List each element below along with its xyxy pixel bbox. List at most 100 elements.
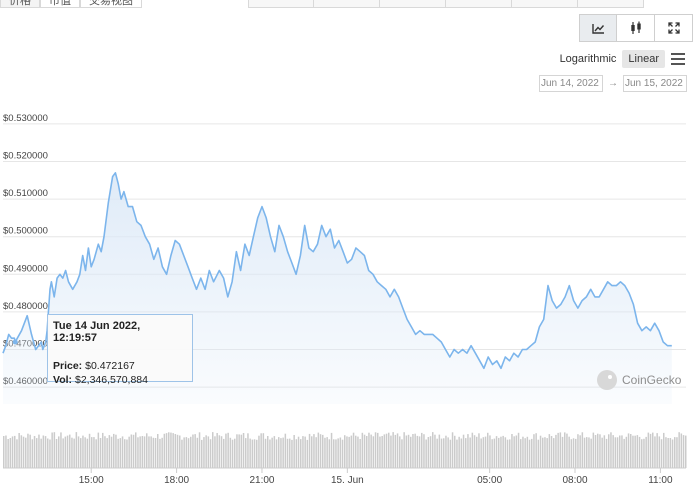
volume-bar — [361, 432, 364, 468]
volume-bar — [524, 438, 526, 468]
tab-trading-view[interactable]: 交易视图 — [80, 0, 142, 8]
volume-bar — [247, 433, 249, 468]
volume-bar — [106, 438, 108, 468]
start-date-input[interactable] — [539, 75, 603, 92]
tab-price[interactable]: 价格 — [0, 0, 40, 8]
line-chart-button[interactable] — [579, 14, 617, 42]
hamburger-menu-icon[interactable] — [671, 53, 685, 65]
volume-bar — [643, 438, 645, 468]
volume-bar — [31, 439, 34, 468]
volume-bar — [557, 432, 559, 468]
volume-bar — [641, 439, 643, 468]
volume-bar — [476, 436, 478, 468]
volume-bar — [610, 432, 612, 468]
tab-market-cap[interactable]: 市值 — [40, 0, 80, 8]
volume-bar — [412, 434, 414, 468]
volume-bar — [280, 438, 282, 468]
volume-bar — [590, 438, 592, 468]
volume-bar — [187, 438, 190, 468]
range-tab[interactable] — [248, 0, 314, 8]
volume-bar — [588, 437, 590, 468]
x-tick-label: 08:00 — [562, 475, 587, 486]
volume-bar — [381, 436, 383, 468]
logarithmic-scale-button[interactable]: Logarithmic — [559, 53, 617, 65]
volume-bar — [550, 436, 553, 468]
volume-bar — [443, 438, 445, 468]
candlestick-icon — [630, 21, 641, 34]
volume-bar — [289, 438, 291, 468]
volume-bar — [115, 434, 117, 468]
volume-bar — [660, 439, 663, 468]
volume-bar — [636, 435, 639, 468]
volume-bar — [682, 435, 685, 468]
date-range-arrow: → — [608, 78, 618, 89]
volume-bar — [135, 432, 137, 468]
volume-bar — [128, 436, 130, 468]
volume-bar — [583, 437, 586, 468]
volume-bar — [201, 439, 203, 468]
volume-bar — [368, 432, 370, 468]
volume-bar — [482, 437, 485, 468]
linear-scale-button[interactable]: Linear — [622, 50, 665, 68]
volume-bar — [324, 437, 326, 468]
range-tab[interactable] — [380, 0, 446, 8]
volume-bar — [315, 437, 317, 468]
tooltip-volume: Vol: $2,346,570,884 — [53, 374, 187, 386]
volume-bar — [14, 435, 16, 468]
volume-bar — [141, 436, 144, 468]
volume-bar — [491, 439, 493, 468]
range-tab[interactable] — [446, 0, 512, 8]
volume-bar — [515, 435, 518, 468]
volume-bar — [634, 435, 636, 468]
volume-bar — [667, 438, 669, 468]
x-tick-label: 18:00 — [164, 475, 189, 486]
volume-bar — [570, 439, 573, 468]
volume-bar — [597, 433, 599, 468]
volume-bar — [271, 437, 273, 468]
volume-bar — [251, 439, 254, 468]
volume-bar — [245, 438, 247, 468]
volume-bar — [405, 435, 408, 468]
volume-bar — [130, 434, 133, 468]
volume-bar — [183, 437, 185, 468]
volume-bar — [469, 437, 471, 468]
volume-bar — [674, 437, 676, 468]
volume-bar — [119, 438, 122, 468]
volume-bar — [654, 436, 656, 468]
volume-bar — [460, 438, 463, 468]
y-tick-label: $0.500000 — [3, 226, 48, 237]
fullscreen-button[interactable] — [655, 14, 693, 42]
volume-bar — [495, 436, 498, 468]
volume-bar — [346, 436, 348, 468]
volume-bar — [71, 437, 73, 468]
end-date-input[interactable] — [623, 75, 687, 92]
range-tab[interactable] — [578, 0, 644, 8]
volume-bar — [619, 435, 621, 468]
volume-bar — [300, 439, 302, 468]
volume-bar — [478, 433, 480, 468]
volume-bar — [352, 432, 355, 468]
volume-bar — [652, 432, 654, 468]
volume-bar — [174, 434, 177, 468]
volume-bar — [126, 439, 128, 468]
volume-bar — [207, 436, 210, 468]
volume-bar — [297, 436, 300, 468]
candlestick-chart-button[interactable] — [617, 14, 655, 42]
range-tab[interactable] — [314, 0, 380, 8]
volume-bar — [685, 435, 687, 468]
volume-bar — [267, 436, 269, 468]
volume-bar — [159, 438, 161, 468]
x-tick-label: 21:00 — [249, 475, 274, 486]
volume-bar — [55, 439, 58, 468]
volume-bar — [218, 435, 221, 468]
range-tab[interactable] — [512, 0, 578, 8]
volume-bar — [82, 435, 84, 468]
volume-bar — [432, 432, 434, 468]
volume-bar — [11, 436, 14, 468]
volume-bar — [212, 432, 214, 468]
volume-bar — [447, 437, 449, 468]
coingecko-watermark: CoinGecko — [597, 370, 681, 390]
volume-bar — [379, 436, 381, 468]
volume-bar — [102, 432, 104, 468]
